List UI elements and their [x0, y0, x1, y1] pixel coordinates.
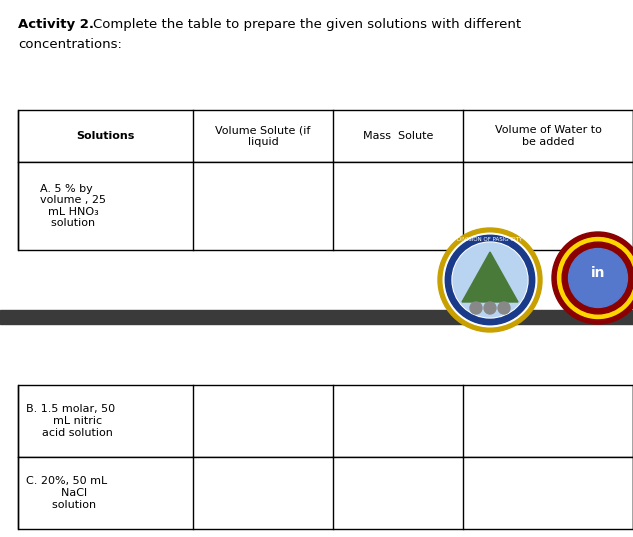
Text: concentrations:: concentrations:: [18, 38, 122, 51]
Circle shape: [438, 228, 542, 332]
Text: B. 1.5 molar, 50
    mL nitric
    acid solution: B. 1.5 molar, 50 mL nitric acid solution: [26, 404, 115, 438]
Circle shape: [445, 235, 535, 325]
Circle shape: [452, 242, 528, 318]
Bar: [0, 310, 633, 324]
Circle shape: [453, 243, 527, 317]
Circle shape: [470, 302, 482, 314]
Text: A. 5 % by
    volume , 25
    mL HNO₃
    solution: A. 5 % by volume , 25 mL HNO₃ solution: [26, 184, 106, 228]
Circle shape: [552, 232, 633, 324]
Bar: [18, 457, 633, 529]
Text: DIVISION OF PASIG CITY: DIVISION OF PASIG CITY: [458, 237, 523, 242]
Text: Complete the table to prepare the given solutions with different: Complete the table to prepare the given …: [93, 18, 521, 31]
Text: in: in: [591, 266, 605, 280]
Circle shape: [484, 302, 496, 314]
Circle shape: [568, 249, 627, 308]
Circle shape: [562, 242, 633, 314]
Bar: [18, 162, 633, 250]
Circle shape: [443, 233, 537, 327]
Text: C. 20%, 50 mL
    NaCl
    solution: C. 20%, 50 mL NaCl solution: [26, 476, 107, 510]
Circle shape: [558, 237, 633, 318]
Bar: [18, 110, 633, 162]
Text: Mass  Solute: Mass Solute: [363, 131, 433, 141]
Polygon shape: [462, 252, 518, 302]
Text: Volume Solute (if
liquid: Volume Solute (if liquid: [215, 125, 311, 147]
Text: Activity 2.: Activity 2.: [18, 18, 94, 31]
Bar: [18, 385, 633, 457]
Text: Solutions: Solutions: [77, 131, 135, 141]
Circle shape: [498, 302, 510, 314]
Text: Volume of Water to
be added: Volume of Water to be added: [494, 125, 601, 147]
